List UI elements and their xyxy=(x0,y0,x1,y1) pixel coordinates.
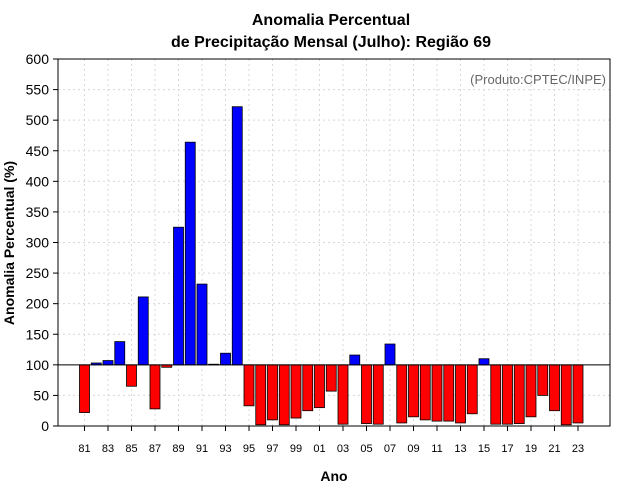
x-tick-label: 11 xyxy=(431,443,442,455)
bar-96 xyxy=(255,364,267,426)
x-tick-label: 89 xyxy=(172,443,184,455)
x-tick-label: 15 xyxy=(478,443,490,455)
bar-08 xyxy=(396,364,408,424)
bar-22 xyxy=(560,364,572,426)
bar-09 xyxy=(408,364,419,418)
bar-23 xyxy=(572,364,584,424)
bar-12 xyxy=(443,364,455,422)
y-tick-label: 450 xyxy=(26,143,50,159)
y-tick-label: 100 xyxy=(26,357,50,373)
bar-05 xyxy=(361,364,372,424)
x-tick-label: 93 xyxy=(219,443,231,455)
x-tick-label: 99 xyxy=(290,443,302,455)
y-tick-label: 550 xyxy=(26,82,50,98)
bar-17 xyxy=(502,364,513,425)
bars xyxy=(79,106,584,426)
y-axis-ticks: 0 50 100 150 200 250 300 350 400 450 500 550 600 xyxy=(26,51,58,434)
bar-01 xyxy=(314,364,325,409)
bar-06 xyxy=(372,364,384,425)
bar-11 xyxy=(431,364,443,422)
bar-10 xyxy=(419,364,431,421)
bar-18 xyxy=(513,364,525,424)
bar-87 xyxy=(149,364,161,410)
x-tick-label: 91 xyxy=(196,443,208,455)
y-tick-label: 0 xyxy=(41,418,49,434)
x-tick-label: 01 xyxy=(313,443,325,455)
x-tick-label: 09 xyxy=(407,443,419,455)
chart-title-line1: Anomalia Percentual xyxy=(252,12,410,29)
x-tick-label: 85 xyxy=(125,443,137,455)
x-tick-label: 03 xyxy=(337,443,349,455)
x-tick-label: 13 xyxy=(454,443,466,455)
bar-97 xyxy=(267,364,278,421)
bar-81 xyxy=(79,364,90,413)
x-tick-label: 83 xyxy=(102,443,114,455)
x-tick-label: 81 xyxy=(78,443,90,455)
bar-95 xyxy=(243,364,255,407)
x-tick-label: 17 xyxy=(501,443,513,455)
bar-20 xyxy=(537,364,549,396)
y-tick-label: 350 xyxy=(26,204,50,220)
x-tick-label: 05 xyxy=(360,443,372,455)
x-axis-ticks: 81 83 85 87 89 91 93 95 97 99 01 03 05 07 09 11 13 15 17 19… xyxy=(78,426,584,455)
y-tick-label: 200 xyxy=(26,296,50,312)
bar-93 xyxy=(220,352,231,366)
bar-16 xyxy=(490,364,502,425)
bar-02 xyxy=(325,364,337,392)
bar-07 xyxy=(384,343,396,366)
y-tick-label: 600 xyxy=(26,51,50,67)
y-axis-label: Anomalia Percentual (%) xyxy=(1,161,17,325)
bar-84 xyxy=(114,341,126,366)
bar-99 xyxy=(290,364,302,419)
bar-14 xyxy=(466,364,478,415)
y-tick-label: 150 xyxy=(26,326,50,342)
x-tick-label: 87 xyxy=(149,443,161,455)
chart-title-line2: de Precipitação Mensal (Julho): Região 6… xyxy=(171,34,491,51)
bar-00 xyxy=(302,364,314,412)
x-tick-label: 97 xyxy=(266,443,278,455)
bar-03 xyxy=(337,364,349,425)
bar-91 xyxy=(196,283,208,366)
product-credit: (Produto:CPTEC/INPE) xyxy=(470,72,606,87)
bar-04 xyxy=(349,354,361,366)
bar-86 xyxy=(137,296,149,366)
x-tick-label: 07 xyxy=(384,443,396,455)
bar-89 xyxy=(173,226,184,366)
x-tick-label: 95 xyxy=(243,443,255,455)
bar-98 xyxy=(278,364,290,426)
y-tick-label: 400 xyxy=(26,173,50,189)
bar-13 xyxy=(455,364,466,424)
y-tick-label: 300 xyxy=(26,235,50,251)
y-tick-label: 250 xyxy=(26,265,50,281)
bar-85 xyxy=(126,364,137,387)
bar-21 xyxy=(549,364,560,412)
x-axis-label: Ano xyxy=(320,468,347,484)
bar-19 xyxy=(525,364,537,418)
bar-94 xyxy=(231,106,243,366)
bar-15 xyxy=(478,358,490,366)
y-tick-label: 500 xyxy=(26,112,50,128)
bar-83 xyxy=(102,360,114,366)
x-tick-label: 19 xyxy=(525,443,537,455)
x-tick-label: 23 xyxy=(572,443,584,455)
x-tick-label: 21 xyxy=(548,443,560,455)
y-tick-label: 50 xyxy=(33,387,49,403)
bar-90 xyxy=(184,141,196,366)
